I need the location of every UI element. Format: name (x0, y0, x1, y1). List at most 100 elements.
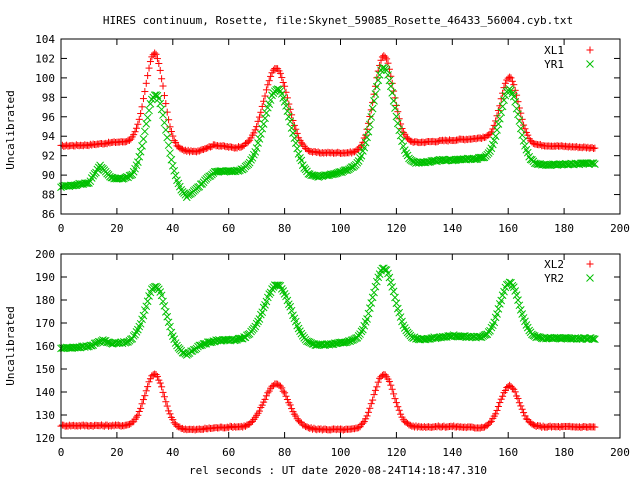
data-point (195, 341, 204, 350)
data-point (483, 330, 492, 339)
data-point (259, 303, 268, 312)
data-point (276, 69, 284, 77)
data-point (161, 307, 170, 316)
x-tick-label: 120 (386, 222, 406, 235)
data-point (493, 406, 501, 414)
data-point (515, 117, 524, 125)
data-point (588, 334, 596, 343)
data-point (500, 84, 508, 92)
data-point (154, 94, 163, 103)
data-point (158, 383, 166, 391)
x-tick-label: 40 (166, 222, 179, 235)
data-point (364, 127, 373, 136)
data-point (394, 108, 402, 116)
data-point (286, 401, 294, 409)
data-point (143, 297, 152, 306)
data-point (165, 116, 173, 124)
y-tick-label: 94 (42, 130, 56, 143)
data-point (141, 392, 149, 400)
legend-marker-1 (586, 46, 594, 54)
data-point (286, 117, 295, 126)
data-point (398, 125, 406, 133)
data-point (374, 378, 382, 386)
data-point (365, 120, 374, 129)
data-point (533, 332, 542, 341)
data-point (157, 105, 166, 114)
data-point (359, 419, 367, 427)
data-point (290, 134, 299, 143)
data-point (524, 131, 532, 139)
bottom-panel: Uncalibrated 120130140150160170180190200… (4, 248, 630, 477)
data-point (490, 318, 499, 327)
y-tick-label: 150 (35, 363, 55, 376)
data-point (159, 82, 167, 90)
data-point (87, 174, 96, 182)
data-point (244, 138, 252, 146)
y-tick-label: 140 (35, 386, 55, 399)
data-point (164, 318, 173, 327)
data-point (385, 377, 393, 385)
data-point (282, 392, 290, 400)
data-point (391, 395, 399, 403)
data-point (258, 102, 266, 110)
data-point (138, 142, 146, 150)
data-point (283, 107, 292, 115)
data-point (521, 125, 529, 133)
bottom-tick-labels: 120 130 140 150 160 170 180 190 200 0 20 40 60 80 100 1… (35, 248, 630, 459)
data-point (385, 76, 394, 85)
data-point (142, 302, 151, 311)
x-tick-label: 180 (554, 222, 574, 235)
data-point (276, 382, 284, 390)
data-point (138, 103, 146, 111)
data-point (367, 299, 376, 307)
data-point (389, 287, 398, 296)
data-point (286, 105, 294, 113)
y-tick-label: 180 (35, 294, 55, 307)
data-point (297, 329, 306, 338)
data-point (261, 395, 269, 403)
data-point (296, 327, 304, 335)
data-point (159, 388, 167, 396)
data-point (262, 392, 270, 400)
data-point (357, 151, 366, 160)
data-point (162, 398, 170, 406)
data-point (477, 153, 486, 162)
data-point (511, 287, 520, 295)
data-point (275, 281, 283, 290)
data-point (493, 126, 501, 134)
data-point (199, 339, 208, 348)
data-point (392, 101, 400, 109)
data-point (262, 109, 271, 117)
data-point (137, 404, 145, 412)
data-point (297, 139, 305, 147)
data-point (382, 66, 391, 75)
data-point (371, 282, 380, 291)
data-point (497, 95, 505, 103)
data-point (291, 317, 300, 326)
data-point (369, 396, 377, 404)
y-tick-label: 160 (35, 340, 55, 353)
chart-title: HIRES continuum, Rosette, file:Skynet_59… (103, 14, 573, 27)
data-point (394, 403, 402, 411)
data-point (237, 165, 246, 173)
data-point (252, 319, 261, 328)
data-point (391, 104, 399, 112)
data-point (170, 166, 179, 175)
data-point (153, 372, 161, 380)
x-tick-label: 160 (498, 222, 518, 235)
data-point (171, 339, 180, 347)
x-tick-label: 60 (222, 446, 235, 459)
data-point (156, 99, 165, 108)
data-point (396, 131, 405, 140)
top-tick-labels: 86 88 90 92 94 96 98 100 102 104 0 20 40 60 80 100 120 14… (35, 33, 630, 235)
y-tick-label: 130 (35, 409, 55, 422)
data-point (252, 144, 261, 152)
data-point (515, 399, 523, 407)
data-point (391, 293, 399, 302)
data-point (496, 399, 504, 407)
data-point (138, 400, 146, 408)
data-point (283, 94, 291, 102)
data-point (511, 388, 519, 396)
data-point (277, 284, 286, 293)
